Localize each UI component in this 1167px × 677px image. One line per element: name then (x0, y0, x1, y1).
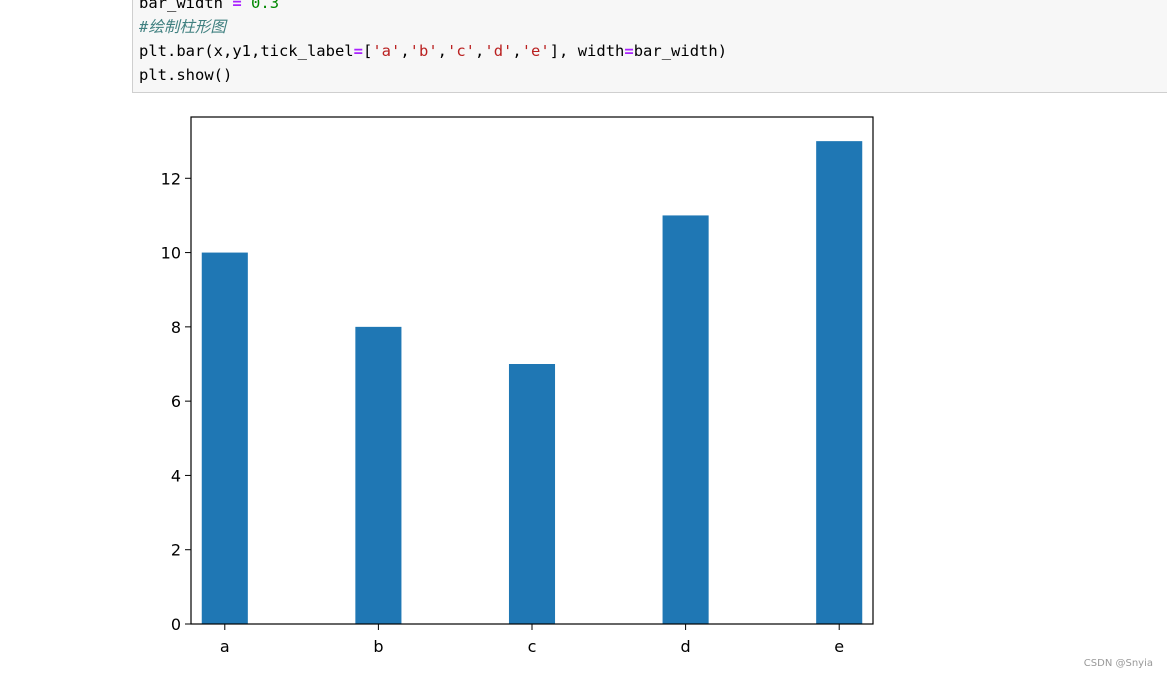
x-tick-label: a (220, 637, 230, 656)
code-var: bar_width (139, 0, 223, 12)
x-axis: a b c d e (220, 624, 844, 656)
code-sep: , (475, 42, 485, 60)
x-tick-label: b (373, 637, 383, 656)
y-tick-label: 8 (171, 318, 181, 337)
y-tick-label: 0 (171, 615, 181, 634)
code-line-4: plt.show() (139, 66, 233, 84)
code-string: 'c' (447, 42, 476, 60)
bars-group (201, 141, 863, 625)
code-sep: , (400, 42, 410, 60)
bar-c (508, 364, 556, 624)
code-number: 0.3 (251, 0, 280, 12)
code-line-2-comment: #绘制柱形图 (139, 18, 226, 36)
code-bracket-open: [ (362, 42, 373, 60)
code-string: 'e' (521, 42, 550, 60)
y-tick-label: 4 (171, 466, 181, 485)
code-line-1: bar_width = 0.3 (139, 0, 279, 15)
code-operator: = (232, 0, 242, 12)
code-operator: = (624, 42, 634, 60)
code-string: 'd' (484, 42, 513, 60)
x-tick-label: c (528, 637, 537, 656)
bar-chart: 0 2 4 6 8 10 12 a b c d e (161, 116, 874, 656)
code-call: plt.bar(x,y1,tick_label (139, 42, 354, 60)
bar-e (816, 141, 863, 624)
bar-d (662, 215, 709, 624)
y-tick-label: 6 (171, 392, 181, 411)
code-sep: , (437, 42, 448, 60)
x-tick-label: e (834, 637, 844, 656)
y-tick-label: 2 (171, 541, 181, 560)
y-tick-label: 10 (161, 244, 181, 263)
code-string: 'a' (372, 42, 401, 60)
cell-output: 0 2 4 6 8 10 12 a b c d e (132, 100, 892, 670)
bar-a (201, 252, 248, 625)
code-cell[interactable]: bar_width = 0.3 #绘制柱形图 plt.bar(x,y1,tick… (132, 0, 1167, 93)
code-line-3: plt.bar(x,y1,tick_label=['a','b','c','d'… (139, 39, 727, 63)
code-operator: = (353, 42, 363, 60)
y-axis: 0 2 4 6 8 10 12 (161, 169, 191, 634)
code-string: 'b' (409, 42, 438, 60)
code-bracket-close: ], width (549, 42, 625, 60)
y-tick-label: 12 (161, 169, 181, 188)
code-tail: bar_width) (633, 42, 728, 60)
code-sep: , (512, 42, 522, 60)
bar-b (355, 326, 402, 624)
x-tick-label: d (681, 637, 691, 656)
watermark: CSDN @Snyia (1083, 658, 1153, 669)
